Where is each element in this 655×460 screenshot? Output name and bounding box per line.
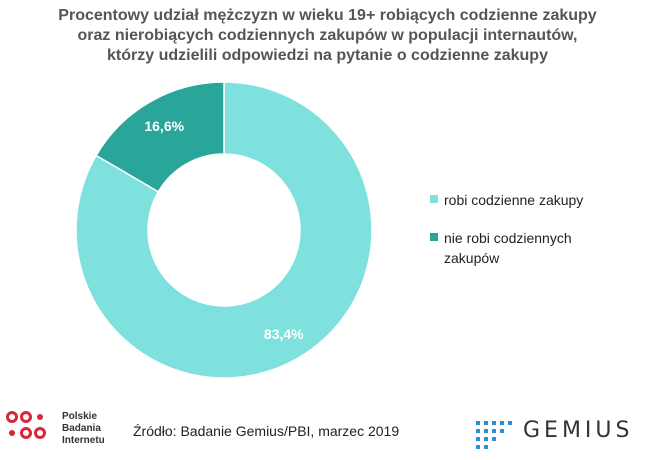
legend-label-robi: robi codzienne zakupy [444,192,584,208]
title-line-1: Procentowy udział mężczyzn w wieku 19+ r… [58,7,597,24]
legend-item-robi: robi codzienne zakupy [430,190,629,210]
pbi-logo-icon [6,411,46,439]
pbi-line-3: Internetu [62,435,105,446]
legend: robi codzienne zakupy nie robi codzienny… [430,190,629,286]
chart-title: Procentowy udział mężczyzn w wieku 19+ r… [0,6,655,66]
slice-nie-robi [95,81,225,193]
legend-swatch-nie-robi [430,233,438,241]
title-line-2: oraz nierobiących codziennych zakupów w … [77,27,578,44]
data-label-nie-robi: 16,6% [144,118,184,134]
pbi-line-2: Badania [62,423,101,434]
gemius-logo-text: GEMIUS [523,418,634,443]
gemius-dots-icon [476,421,512,449]
slice-robi [75,81,373,379]
pbi-logo-text: Polskie Badania Internetu [62,411,132,447]
title-line-3: którzy udzielili odpowiedzi na pytanie o… [107,47,548,64]
source-note: Źródło: Badanie Gemius/PBI, marzec 2019 [133,423,400,439]
footer: Polskie Badania Internetu Źródło: Badani… [0,405,655,455]
legend-label-nie-robi: nie robi codziennych zakupów [444,230,572,266]
data-label-robi: 83,4% [264,326,304,342]
legend-item-nie-robi: nie robi codziennych zakupów [430,228,629,268]
pbi-line-1: Polskie [62,411,98,422]
legend-swatch-robi [430,195,438,203]
